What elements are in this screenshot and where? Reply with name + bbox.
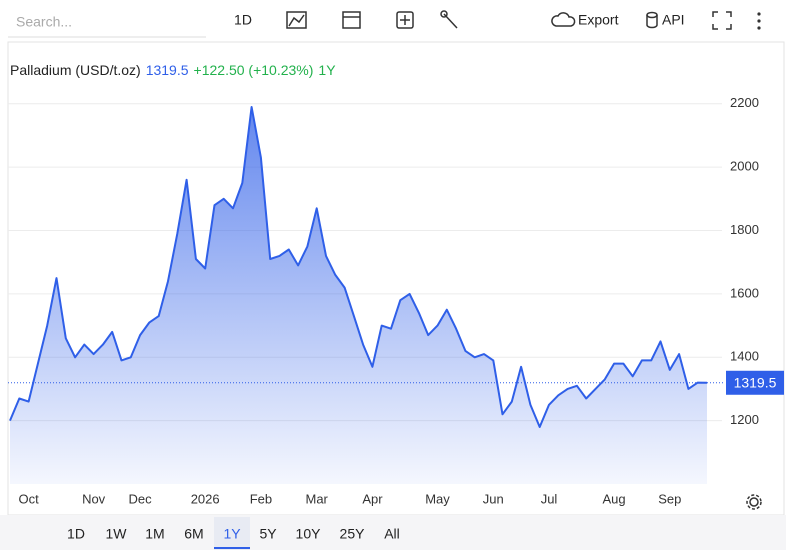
range-buttons: 1D 1W 1M 6M 1Y 5Y 10Y 25Y All	[67, 517, 400, 550]
chart-title: Palladium (USD/t.oz)	[10, 62, 141, 78]
y-tick-label: 1400	[730, 349, 759, 364]
chart-type-icon[interactable]	[286, 11, 307, 29]
x-tick-label: Mar	[305, 491, 328, 506]
x-tick-label: Dec	[129, 491, 153, 506]
x-tick-label: 2026	[191, 491, 220, 506]
search-input[interactable]: Search...	[16, 14, 72, 30]
range-button[interactable]: 5Y	[259, 526, 277, 542]
x-tick-label: Aug	[602, 491, 625, 506]
range-button[interactable]: 1W	[106, 526, 128, 542]
last-price-label: 1319.5	[734, 374, 777, 390]
toolbar: Search... 1D Export API	[8, 10, 761, 38]
y-tick-label: 1600	[730, 285, 759, 300]
x-tick-label: Nov	[82, 491, 106, 506]
chart-header: Palladium (USD/t.oz) 1319.5 +122.50 (+10.2…	[10, 62, 336, 78]
y-tick-label: 2000	[730, 159, 759, 174]
range-button[interactable]: All	[384, 526, 400, 542]
calendar-icon[interactable]	[342, 11, 361, 29]
period-label: 1Y	[318, 62, 336, 78]
price-change: +122.50 (+10.23%)	[194, 62, 314, 78]
settings-tool-icon[interactable]	[440, 10, 458, 29]
last-price-tag	[726, 370, 784, 395]
api-button[interactable]: API	[662, 12, 685, 28]
menu-icon[interactable]	[757, 12, 761, 30]
y-tick-label: 1200	[730, 412, 759, 427]
export-icon[interactable]	[551, 12, 576, 27]
range-button[interactable]: 1M	[145, 526, 164, 542]
gear-icon[interactable]	[746, 494, 762, 510]
last-price: 1319.5	[146, 62, 189, 78]
range-selected-bg	[214, 517, 250, 550]
range-button[interactable]: 25Y	[340, 526, 366, 542]
x-tick-label: Sep	[658, 491, 681, 506]
y-tick-label: 2200	[730, 95, 759, 110]
x-tick-label: Oct	[18, 491, 39, 506]
export-button[interactable]: Export	[578, 12, 619, 28]
x-tick-label: May	[425, 491, 450, 506]
area	[10, 107, 707, 484]
range-button[interactable]: 1D	[67, 526, 85, 542]
x-tick-label: Jul	[541, 491, 558, 506]
range-button[interactable]: 10Y	[296, 526, 322, 542]
interval-button[interactable]: 1D	[234, 12, 252, 28]
fullscreen-icon[interactable]	[712, 11, 732, 30]
price-line	[9, 106, 708, 428]
range-button[interactable]: 1Y	[223, 526, 241, 542]
x-tick-label: Apr	[362, 491, 383, 506]
y-tick-label: 1800	[730, 222, 759, 237]
plot: 1200 1400 1600 1800 2000 2200 Oct Nov Dec 2026 Feb…	[8, 95, 784, 506]
x-tick-label: Feb	[250, 491, 272, 506]
x-tick-label: Jun	[483, 491, 504, 506]
range-bar	[0, 515, 786, 550]
api-icon[interactable]	[646, 11, 658, 29]
range-button[interactable]: 6M	[184, 526, 203, 542]
add-icon[interactable]	[396, 11, 414, 29]
